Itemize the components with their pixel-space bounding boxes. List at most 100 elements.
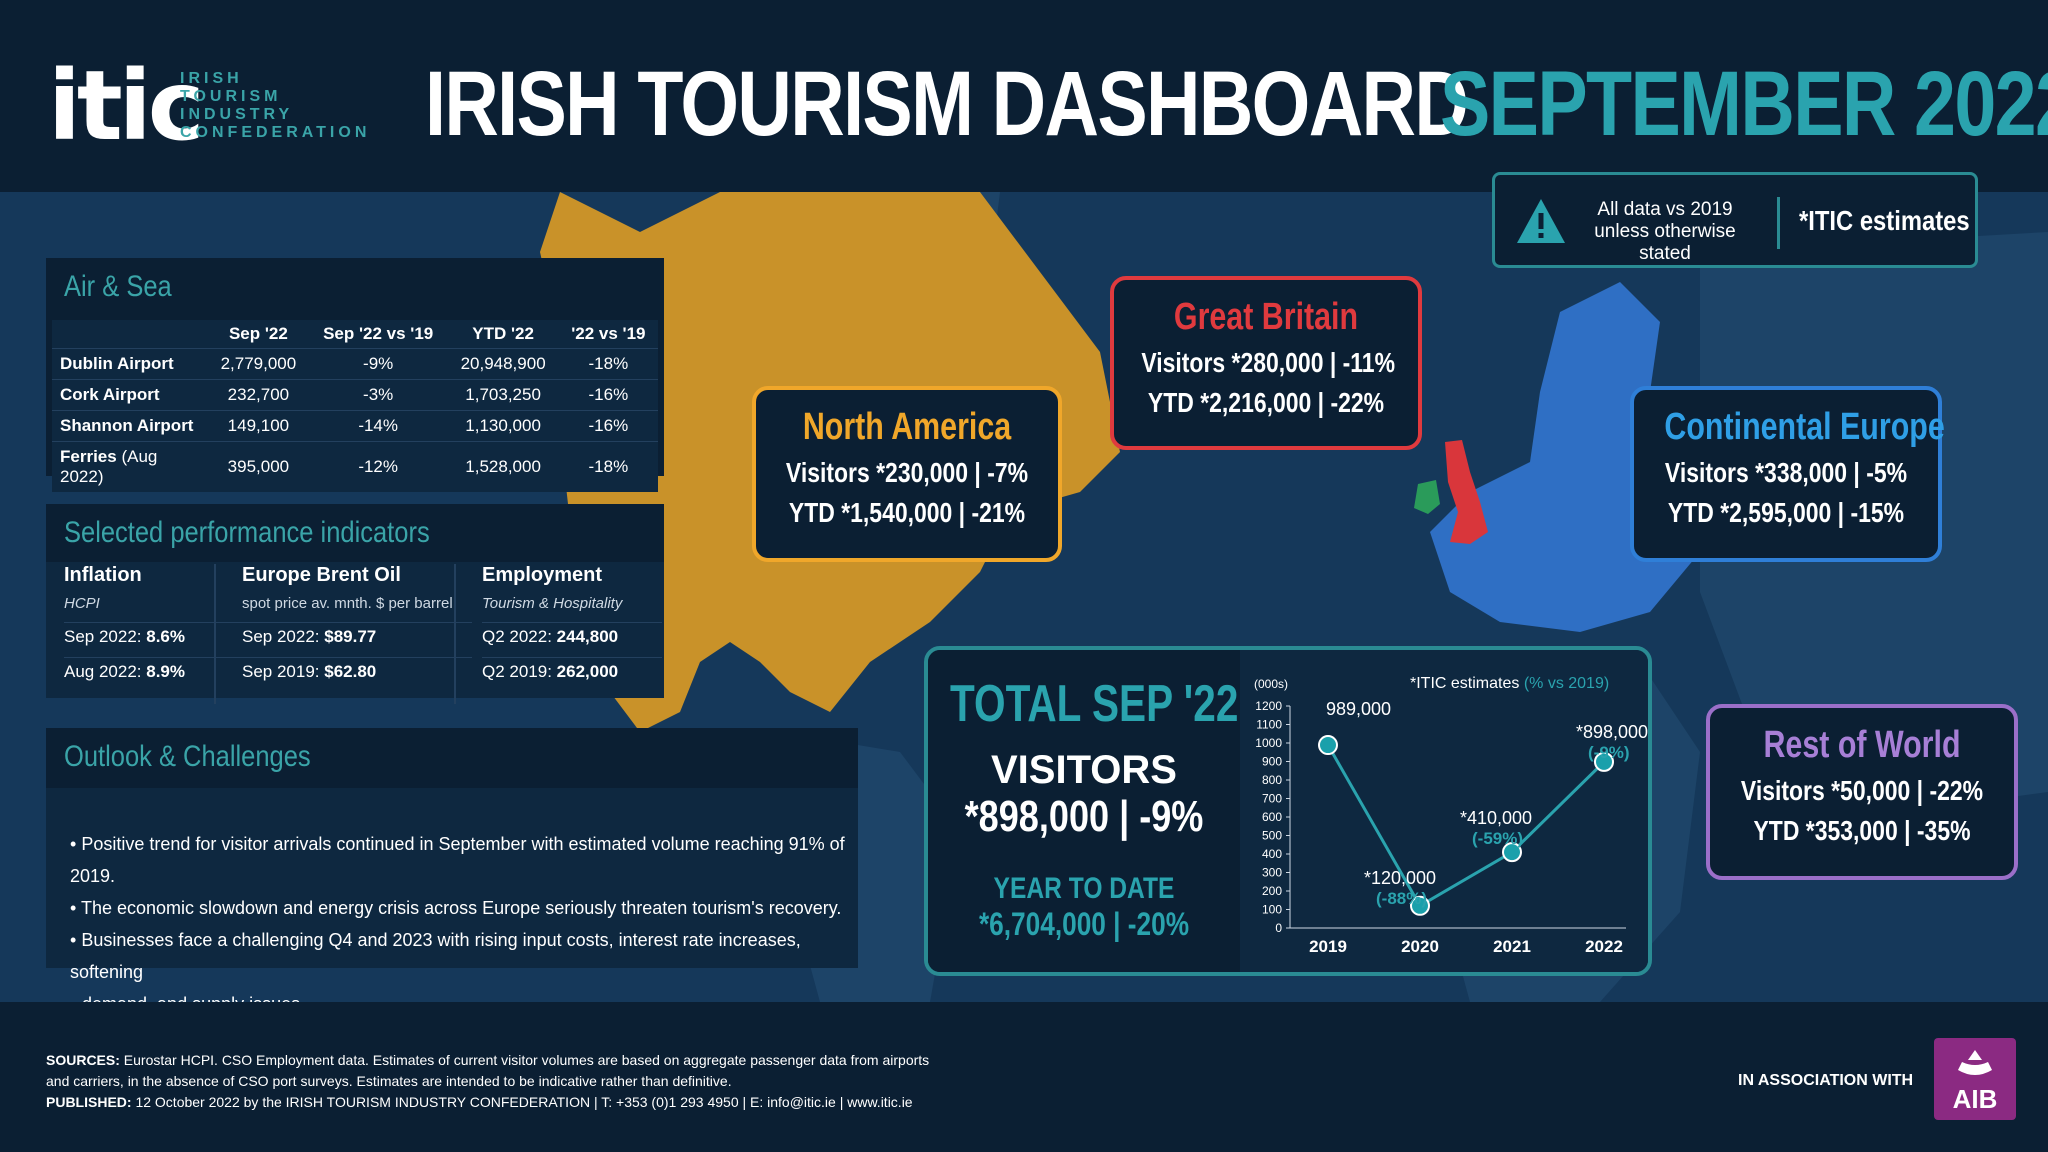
kpi-sub: HCPI [64,595,100,612]
data-point [1410,895,1430,916]
total-ytd-head: YEAR TO DATE [993,872,1175,905]
air-sea-panel: Air & Sea Sep '22 Sep '22 vs '19 YTD '22… [46,258,664,492]
cell: 1,703,250 [447,379,559,411]
kpi-title: Selected performance indicators [64,516,430,549]
association-label: IN ASSOCIATION WITH [1738,1072,1914,1089]
kpi-value: 244,800 [556,627,619,646]
x-tick-label: 2022 [1585,937,1623,956]
cell: 1,130,000 [447,410,559,442]
data-note-text: All data vs 2019 unless otherwise stated [1594,199,1736,264]
card-visitors: Visitors *280,000 | -11% [1141,347,1395,378]
kpi-label: Q2 2022: [482,627,557,646]
total-chart-area: (000s) *ITIC estimates (% vs 2019) 0 100 200… [1240,650,1648,972]
card-title: Rest of World [1763,724,1961,766]
y-tick-label: 400 [1262,847,1282,861]
sources-line: SOURCES: Eurostar HCPI. CSO Employment d… [46,1050,946,1071]
chart-unit-label: (000s) [1254,677,1288,691]
row-name: Cork Airport [52,379,208,411]
card-visitors: Visitors *230,000 | -7% [785,457,1029,488]
total-visitors-value: *898,000 | -9% [964,792,1204,841]
list-item: • Positive trend for visitor arrivals co… [70,834,845,886]
table-header: Sep '22 [228,324,288,343]
cell: 1,528,000 [447,441,559,492]
aib-logo: AIB [1934,1038,2016,1120]
logo-line: INDUSTRY [180,106,294,123]
period-title: SEPTEMBER 2022 [1440,53,2048,155]
card-ytd: YTD *2,216,000 | -22% [1147,387,1385,418]
y-tick-label: 1200 [1255,699,1282,713]
y-tick-label: 600 [1262,810,1282,824]
outlook-title: Outlook & Challenges [64,740,311,773]
published-body: 12 October 2022 by the IRISH TOURISM IND… [135,1094,913,1110]
y-tick-label: 0 [1275,921,1282,935]
sources-text: SOURCES: Eurostar HCPI. CSO Employment d… [46,1050,946,1113]
total-ytd-value: *6,704,000 | -20% [978,906,1190,942]
total-summary: TOTAL SEP '22 VISITORS *898,000 | -9% YE… [928,650,1240,972]
data-label: *410,000 [1460,808,1532,828]
published-line: PUBLISHED: 12 October 2022 by the IRISH … [46,1092,946,1113]
sources-body: and carriers, in the absence of CSO port… [46,1073,732,1089]
ireland-shape [1414,480,1440,514]
data-pct-label: (-59%) [1472,829,1523,848]
x-tick-label: 2020 [1401,937,1439,956]
kpi-inflation: Inflation HCPI Sep 2022: 8.6% Aug 2022: … [64,564,244,704]
ark-icon [1958,1050,1992,1075]
y-tick-label: 200 [1262,884,1282,898]
cell: -16% [558,410,658,442]
bullet-text: Businesses face a challenging Q4 and 202… [70,930,801,982]
x-tick-label: 2021 [1493,937,1531,956]
warning-icon [1517,199,1565,243]
series-line [1326,744,1606,908]
data-point [1318,735,1338,756]
cell: -18% [558,441,658,492]
card-title: Great Britain [1173,296,1359,338]
cell: -18% [558,348,658,380]
kpi-divider [214,564,216,704]
data-pct-label: (-88%) [1376,889,1427,908]
kpi-label: Sep 2022: [242,627,325,646]
row-name: Ferries (Aug 2022) [52,441,208,492]
data-label: *120,000 [1364,868,1436,888]
air-sea-table: Sep '22 Sep '22 vs '19 YTD '22 '22 vs '1… [52,320,658,492]
row-name: Dublin Airport [52,348,208,380]
logo-line: TOURISM [180,88,282,105]
table-header [52,320,208,349]
sources-body: Eurostar HCPI. CSO Employment data. Esti… [123,1052,930,1068]
sources-label: SOURCES: [46,1052,120,1068]
card-visitors: Visitors *50,000 | -22% [1740,775,1984,806]
table-row: Dublin Airport 2,779,000 -9% 20,948,900 … [52,348,658,380]
list-item: • Businesses face a challenging Q4 and 2… [70,930,801,982]
data-point [1502,842,1522,863]
kpi-row: Sep 2019: $62.80 [242,657,472,682]
cell: 149,100 [208,410,309,442]
kpi-oil: Europe Brent Oil spot price av. mnth. $ … [242,564,472,704]
kpi-head: Employment [482,564,603,586]
footer: SOURCES: Eurostar HCPI. CSO Employment d… [0,1002,2048,1152]
kpi-divider [454,564,456,704]
note-divider [1777,197,1780,249]
card-title: Continental Europe [1664,406,1945,448]
x-tick-label: 2019 [1309,937,1347,956]
kpi-label: Aug 2022: [64,662,147,681]
itic-logo: itic [48,50,205,162]
kpi-value: 8.6% [146,627,185,646]
kpi-row: Q2 2019: 262,000 [482,657,662,682]
kpi-value: $62.80 [324,662,377,681]
kpi-sub: spot price av. mnth. $ per barrel [242,595,453,612]
kpi-label: Sep 2022: [64,627,147,646]
chart-note: *ITIC estimates (% vs 2019) [1410,675,1609,692]
outlook-bullets: • Positive trend for visitor arrivals co… [70,828,858,1020]
data-label: *898,000 [1576,722,1648,742]
kpi-sub: Tourism & Hospitality [482,595,623,612]
y-tick-label: 700 [1262,792,1282,806]
kpi-value: 262,000 [556,662,619,681]
chart-note-highlight: (% vs 2019) [1524,675,1609,692]
list-item: • The economic slowdown and energy crisi… [70,898,842,918]
table-header: Sep '22 vs '19 [323,324,434,343]
card-title: North America [802,406,1012,448]
card-great-britain: Great Britain Visitors *280,000 | -11% Y… [1110,276,1422,450]
aib-text: AIB [1952,1084,1998,1114]
y-tick-label: 900 [1262,755,1282,769]
y-tick-label: 100 [1262,903,1282,917]
itic-logo-text: IRISH TOURISM INDUSTRY CONFEDERATION [180,70,380,142]
